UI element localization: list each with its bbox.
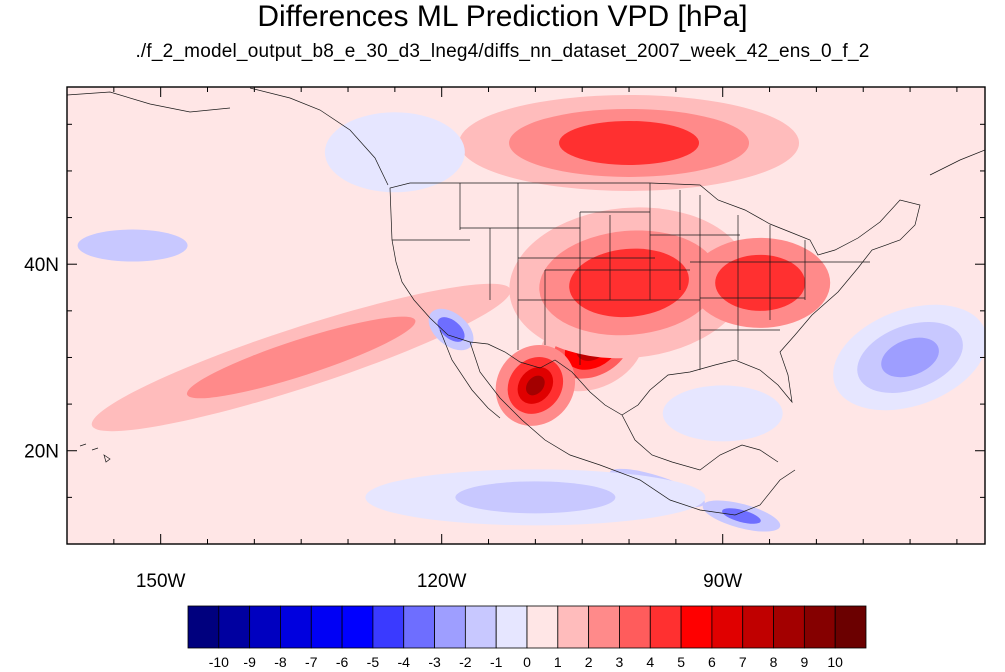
- colorbar: -10 -9 -8 -7 -6 -5 -4 -3 -2 -1 0 1 2 3 4 5 6 7 8 9 10: [187, 605, 867, 670]
- colorbar-swatch: [372, 605, 405, 649]
- colorbar-label: 1: [554, 654, 562, 670]
- x-tick-label: 120W: [417, 571, 467, 592]
- colorbar-swatch: [249, 605, 281, 649]
- us-coastline-boundary: [389, 182, 921, 416]
- colorbar-swatch: [218, 605, 251, 649]
- colorbar-label: 2: [585, 654, 593, 670]
- state-lines-ew: [392, 211, 870, 331]
- colorbar-swatch: [834, 605, 867, 649]
- colorbar-swatch: [464, 605, 497, 649]
- x-tick-label: 150W: [136, 571, 186, 592]
- colorbar-swatch: [434, 605, 466, 649]
- colorbar-label: -7: [305, 654, 318, 670]
- colorbar-swatch: [680, 605, 713, 649]
- colorbar-swatch: [187, 605, 220, 649]
- colorbar-label: 3: [616, 654, 624, 670]
- sonora-region: [495, 345, 576, 426]
- southern-california-min-contour: [437, 317, 465, 342]
- map-panel: 150W 120W 90W 40N 20N: [24, 86, 986, 592]
- colorbar-label: 7: [739, 654, 747, 670]
- colorbar-swatch: [649, 605, 682, 649]
- colorbar-swatch: [803, 605, 836, 649]
- colorbar-label: -8: [274, 654, 287, 670]
- canada-north-region: [459, 94, 800, 191]
- vpd-field: [77, 94, 985, 532]
- colorbar-swatch: [711, 605, 744, 649]
- central-america-min-contour: [722, 508, 761, 524]
- colorbar-swatch: [557, 605, 590, 649]
- state-lines-ns: [459, 183, 806, 370]
- colorbar-swatch: [310, 605, 343, 649]
- colorbar-swatch: [280, 605, 312, 649]
- y-tick-label: 40N: [24, 255, 59, 276]
- northeast-pacific-band-contour: [186, 316, 416, 399]
- colorbar-label: -10: [209, 654, 229, 670]
- colorbar-swatch: [403, 605, 435, 649]
- colorbar-label: -1: [490, 654, 503, 670]
- north-pacific-min-region: [77, 229, 188, 262]
- colorbar-label: -6: [336, 654, 349, 670]
- canada-coast: [67, 87, 985, 186]
- gulf-of-mexico-region: [662, 385, 783, 442]
- colorbar-label: -4: [398, 654, 411, 670]
- colorbar-label: 4: [646, 654, 654, 670]
- colorbar-swatch: [526, 605, 559, 649]
- colorbar-label: -5: [367, 654, 380, 670]
- canada-west-region: [324, 112, 465, 193]
- map-axes: 150W 120W 90W 40N 20N: [24, 87, 985, 592]
- colorbar-swatch: [773, 605, 805, 649]
- x-tick-label: 90W: [703, 571, 742, 592]
- chart-subtitle: ./f_2_model_output_b8_e_30_d3_lneg4/diff…: [135, 41, 870, 62]
- colorbar-label: 5: [677, 654, 685, 670]
- central-america-min-region: [702, 500, 781, 532]
- map-frame: [66, 86, 986, 545]
- colorbar-swatch: [341, 605, 374, 649]
- hawaii-islands: [79, 443, 111, 463]
- tropical-east-pacific-contour: [455, 481, 616, 514]
- colorbar-label: 8: [770, 654, 778, 670]
- colorbar-label: -9: [243, 654, 256, 670]
- ohio-valley-contour: [715, 254, 806, 311]
- canada-north-contour: [559, 120, 700, 165]
- canada-west-contour: [324, 112, 465, 193]
- state-boundaries: [67, 87, 985, 516]
- west-atlantic-min-region: [833, 304, 985, 411]
- colorbar-swatch: [495, 605, 528, 649]
- colorbar-label: -2: [459, 654, 472, 670]
- colorbar-swatch: [619, 605, 651, 649]
- colorbar-label: 10: [827, 654, 843, 670]
- colorbar-label: 9: [800, 654, 808, 670]
- tropical-east-pacific-region: [365, 469, 706, 526]
- colorbar-swatch: [588, 605, 620, 649]
- colorbar-swatch: [742, 605, 774, 649]
- colorbar-label: 0: [523, 654, 531, 670]
- mexico-coast: [439, 329, 796, 516]
- chart-title: Differences ML Prediction VPD [hPa]: [257, 0, 748, 33]
- northeast-pacific-band-region: [91, 283, 511, 432]
- north-pacific-min-contour: [77, 229, 188, 262]
- central-us-region: [509, 207, 749, 359]
- gulf-of-mexico-contour: [662, 385, 783, 442]
- sonora-contour: [526, 375, 545, 396]
- west-atlantic-min-contour: [881, 337, 939, 378]
- y-tick-label: 20N: [24, 442, 59, 463]
- colorbar-label: 6: [708, 654, 716, 670]
- ohio-valley-region: [690, 237, 831, 328]
- colorbar-label: -3: [428, 654, 441, 670]
